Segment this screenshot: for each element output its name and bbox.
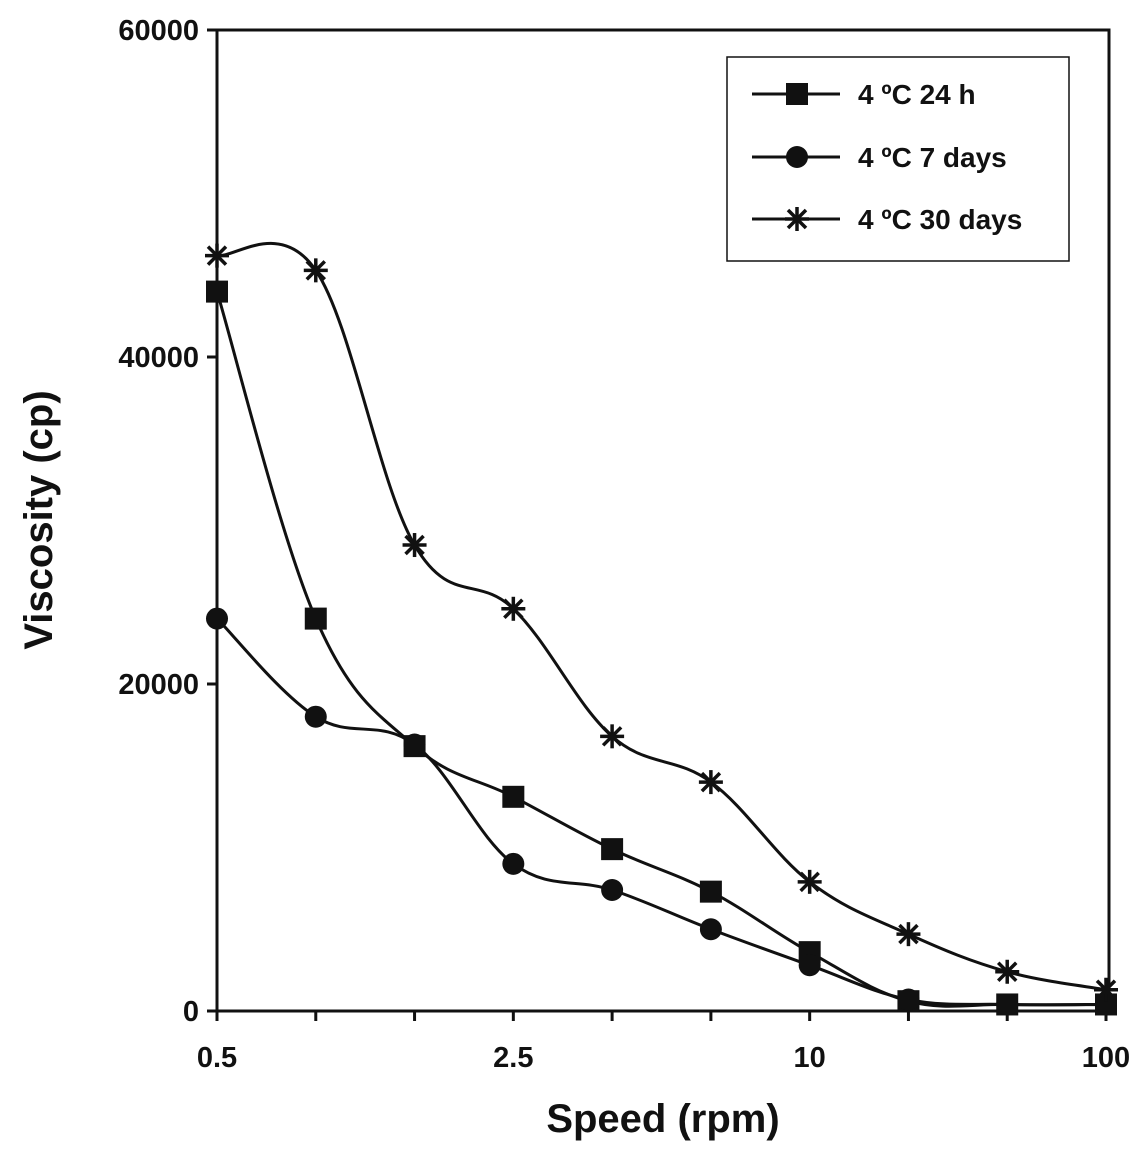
legend-item: 4 ºC 24 h <box>752 79 976 110</box>
data-point-circle <box>304 705 327 728</box>
series-circle <box>206 607 1117 1016</box>
legend-label: 4 ºC 30 days <box>858 204 1022 235</box>
data-point-square <box>601 838 624 861</box>
data-point-square <box>206 280 228 303</box>
data-point-circle <box>1095 993 1117 1016</box>
legend-box <box>726 56 1070 262</box>
legend-items: 4 ºC 24 h 4 ºC 7 days 4 ºC 30 days <box>752 79 1022 235</box>
x-axis-title: Speed (rpm) <box>546 1097 779 1141</box>
x-tick-label: 100 <box>1082 1042 1130 1074</box>
data-point-circle <box>699 918 722 941</box>
legend-marker-asterisk <box>785 207 809 231</box>
y-tick-label: 20000 <box>118 669 199 701</box>
data-point-circle <box>798 954 821 977</box>
data-point-asterisk <box>797 869 822 894</box>
x-axis-ticks: 0.5 2.5 10 100 <box>197 1011 1130 1074</box>
series-line <box>215 291 1107 1008</box>
data-point-circle <box>996 993 1019 1016</box>
series-line <box>216 241 1107 992</box>
data-point-circle <box>206 607 228 630</box>
data-point-asterisk <box>303 258 328 283</box>
data-point-asterisk <box>896 922 921 947</box>
legend: 4 ºC 24 h 4 ºC 7 days 4 ºC 30 days <box>726 56 1070 262</box>
legend-marker-square <box>786 83 808 105</box>
series-asterisk <box>205 241 1118 1002</box>
y-tick-label: 60000 <box>118 15 199 47</box>
data-point-asterisk <box>501 596 526 621</box>
data-point-asterisk <box>402 533 427 558</box>
data-point-circle <box>403 733 426 756</box>
data-point-circle <box>601 879 624 902</box>
y-tick-label: 0 <box>183 996 199 1028</box>
series-line <box>215 617 1107 1007</box>
x-tick-label: 2.5 <box>493 1042 533 1074</box>
legend-label: 4 ºC 7 days <box>858 142 1007 173</box>
legend-label: 4 ºC 24 h <box>858 79 976 110</box>
x-tick-label: 0.5 <box>197 1042 237 1074</box>
data-point-square <box>502 785 525 808</box>
data-point-asterisk <box>995 959 1020 984</box>
legend-marker-circle <box>786 146 808 168</box>
data-point-circle <box>897 988 920 1011</box>
y-tick-label: 40000 <box>118 342 199 374</box>
y-axis-title: Viscosity (cp) <box>17 390 61 649</box>
data-point-square <box>699 880 722 903</box>
y-axis-ticks: 0 20000 40000 60000 <box>118 15 217 1028</box>
data-point-asterisk <box>600 724 625 749</box>
data-point-asterisk <box>698 770 723 795</box>
data-point-asterisk <box>1094 977 1118 1002</box>
x-tick-label: 10 <box>794 1042 826 1074</box>
legend-item: 4 ºC 7 days <box>752 142 1007 173</box>
plot-frame <box>215 28 1111 1013</box>
data-point-circle <box>502 852 525 875</box>
legend-item: 4 ºC 30 days <box>752 204 1022 235</box>
data-point-square <box>304 607 327 630</box>
series-square <box>206 280 1117 1016</box>
series-layer <box>205 241 1118 1016</box>
data-point-asterisk <box>205 243 229 268</box>
